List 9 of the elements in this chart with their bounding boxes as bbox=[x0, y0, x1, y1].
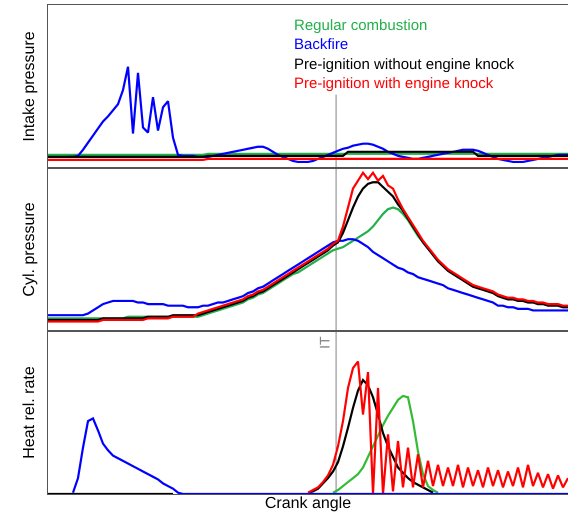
text: Regular combustion bbox=[294, 17, 428, 34]
x-axis-title: Crank angle bbox=[264, 494, 352, 512]
y-axis-title: Heat rel. rate bbox=[20, 366, 38, 459]
y-axis-title: Intake pressure bbox=[20, 31, 38, 142]
text: Backfire bbox=[294, 36, 348, 53]
text: IT bbox=[316, 336, 332, 349]
y-axis-title: Cyl. pressure bbox=[20, 202, 38, 297]
text: Pre-ignition with engine knock bbox=[294, 75, 494, 92]
text: Pre-ignition without engine knock bbox=[294, 56, 515, 73]
